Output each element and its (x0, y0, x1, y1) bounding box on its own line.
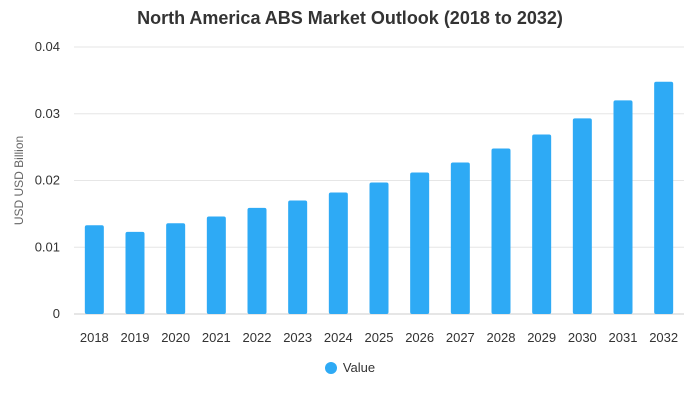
x-tick-label: 2025 (365, 330, 394, 345)
chart-title: North America ABS Market Outlook (2018 t… (137, 8, 563, 28)
bar (288, 200, 308, 314)
x-tick-label: 2029 (527, 330, 556, 345)
bar (572, 118, 592, 314)
x-tick-label: 2021 (202, 330, 231, 345)
y-tick-label: 0.03 (35, 106, 60, 121)
bar (206, 216, 226, 314)
legend-label: Value (342, 360, 376, 375)
x-tick-label: 2030 (568, 330, 597, 345)
legend-swatch (324, 361, 337, 374)
bar (369, 182, 389, 314)
x-tick-label: 2023 (283, 330, 312, 345)
legend[interactable]: Value (0, 360, 700, 375)
x-tick-label: 2020 (161, 330, 190, 345)
y-tick-label: 0.01 (35, 239, 60, 254)
x-tick-label: 2031 (609, 330, 638, 345)
bar (410, 172, 430, 314)
bar (166, 223, 186, 314)
bar (613, 100, 633, 315)
x-tick-label: 2032 (649, 330, 678, 345)
x-tick-label: 2026 (405, 330, 434, 345)
bar (654, 81, 674, 315)
y-axis-label: USD USD Billion (12, 136, 26, 225)
bar (328, 192, 348, 314)
y-tick-label: 0 (53, 306, 60, 321)
y-tick-label: 0.02 (35, 173, 60, 188)
x-tick-label: 2027 (446, 330, 475, 345)
bar (125, 231, 145, 314)
x-tick-label: 2022 (243, 330, 272, 345)
x-tick-label: 2028 (487, 330, 516, 345)
y-tick-label: 0.04 (35, 39, 60, 54)
bar (491, 148, 511, 314)
bar (247, 207, 267, 314)
bar (532, 134, 552, 314)
bar (450, 162, 470, 314)
x-tick-label: 2018 (80, 330, 109, 345)
x-tick-label: 2024 (324, 330, 353, 345)
bar (84, 225, 104, 314)
x-tick-label: 2019 (121, 330, 150, 345)
